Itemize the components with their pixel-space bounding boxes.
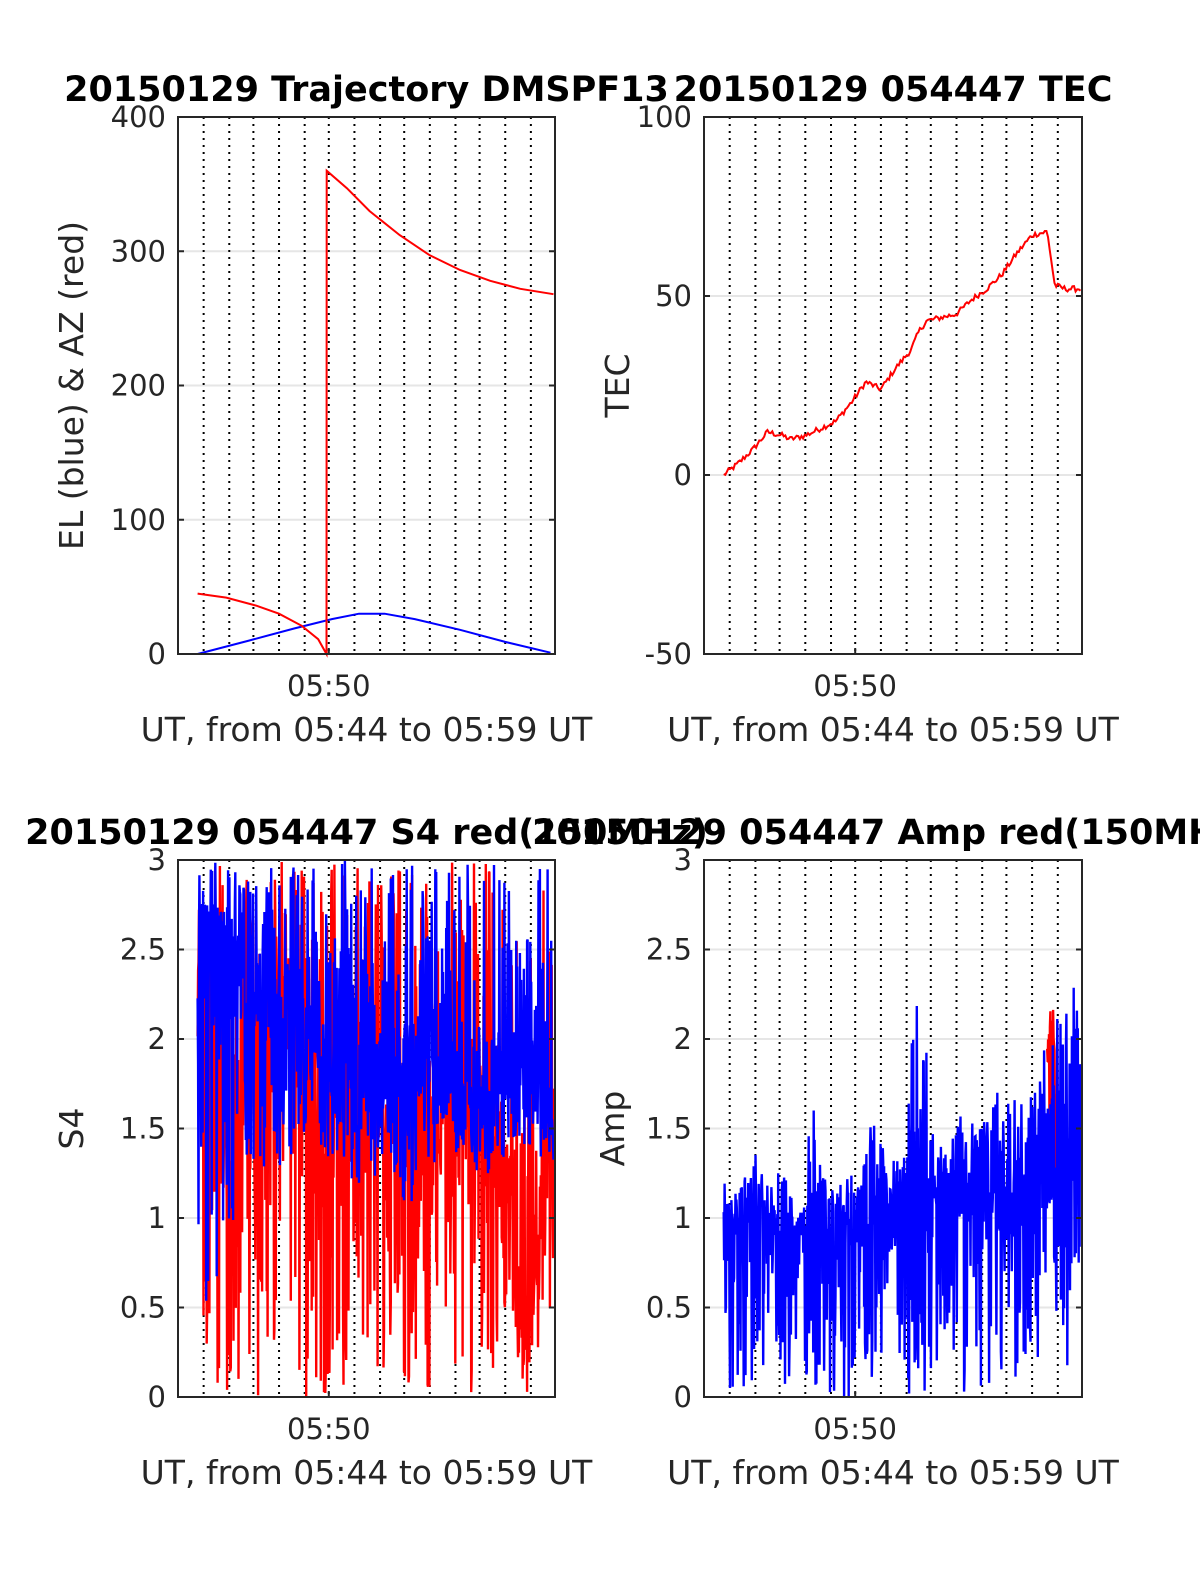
panel-trajectory-ytick-label: 100: [111, 503, 166, 537]
panel-amp: 0 0.5 1 1.5 2 2.5 3 05:50 20150129 054447 Amp r…: [532, 813, 1200, 1492]
panel-amp-xtick-label: 05:50: [813, 1412, 897, 1446]
panel-amp-ylabel: Amp: [593, 1091, 632, 1167]
panel-trajectory-ytick-label: 0: [148, 637, 166, 671]
panel-amp-ytick-label: 1.5: [646, 1112, 692, 1146]
panel-trajectory-series-az: [197, 168, 554, 658]
panel-s4-xtick-label: 05:50: [287, 1412, 371, 1446]
panel-amp-ytick-label: 2: [674, 1022, 692, 1056]
panel-s4-ylabel: S4: [52, 1108, 91, 1150]
panel-amp-title: 20150129 054447 Amp red(150MHz): [532, 813, 1200, 853]
panel-trajectory-xlabel: UT, from 05:44 to 05:59 UT: [141, 710, 594, 749]
panel-amp-ytick-label: 3: [674, 843, 692, 877]
panel-amp-ytick-label: 0.5: [646, 1291, 692, 1325]
panel-tec-title: 20150129 054447 TEC: [674, 70, 1113, 110]
panel-tec: -50 0 50 100 05:50 20150129 054447 TEC UT, f…: [598, 70, 1120, 749]
panel-trajectory-title: 20150129 Trajectory DMSPF13: [64, 70, 669, 110]
panel-amp-ytick-label: 1: [674, 1201, 692, 1235]
panel-tec-ytick-label: 50: [655, 279, 692, 313]
panel-amp-ytick-label: 0: [674, 1380, 692, 1414]
panel-s4-series-s4-blue: [196, 860, 555, 1301]
panel-s4-xlabel: UT, from 05:44 to 05:59 UT: [141, 1453, 594, 1492]
panel-s4: 0 0.5 1 1.5 2 2.5 3 05:50 20150129 054447 S4 re…: [25, 813, 708, 1492]
panel-trajectory-ytick-label: 400: [111, 100, 166, 134]
panel-s4-ytick-label: 2: [148, 1022, 166, 1056]
panel-amp-ytick-label: 2.5: [646, 933, 692, 967]
panel-trajectory-xtick-label: 05:50: [287, 669, 371, 703]
panel-s4-ytick-label: 3: [148, 843, 166, 877]
panel-s4-title: 20150129 054447 S4 red(150MHz): [25, 813, 708, 853]
panel-trajectory-series-el: [197, 612, 551, 655]
panel-trajectory-ytick-label: 200: [111, 369, 166, 403]
panel-s4-ytick-label: 2.5: [120, 933, 166, 967]
panel-tec-series-tec: [723, 230, 1082, 477]
panel-trajectory-ylabel: EL (blue) & AZ (red): [52, 221, 91, 550]
panel-amp-series-amp-blue: [722, 987, 1082, 1397]
panel-tec-xlabel: UT, from 05:44 to 05:59 UT: [667, 710, 1120, 749]
panel-tec-ytick-label: 0: [674, 458, 692, 492]
panel-s4-ytick-label: 1: [148, 1201, 166, 1235]
panel-amp-xlabel: UT, from 05:44 to 05:59 UT: [667, 1453, 1120, 1492]
panel-tec-ytick-label: 100: [637, 100, 692, 134]
panel-s4-series-s4-red: [196, 861, 555, 1397]
panel-tec-xtick-label: 05:50: [813, 669, 897, 703]
panel-tec-ytick-label: -50: [645, 637, 692, 671]
panel-trajectory: 0 100 200 300 400 05:50 20150129 Trajectory D…: [52, 70, 669, 749]
panel-s4-ytick-label: 0.5: [120, 1291, 166, 1325]
panel-trajectory-ytick-label: 300: [111, 234, 166, 268]
panel-s4-ytick-label: 1.5: [120, 1112, 166, 1146]
panel-s4-ytick-label: 0: [148, 1380, 166, 1414]
panel-tec-ylabel: TEC: [598, 353, 637, 418]
